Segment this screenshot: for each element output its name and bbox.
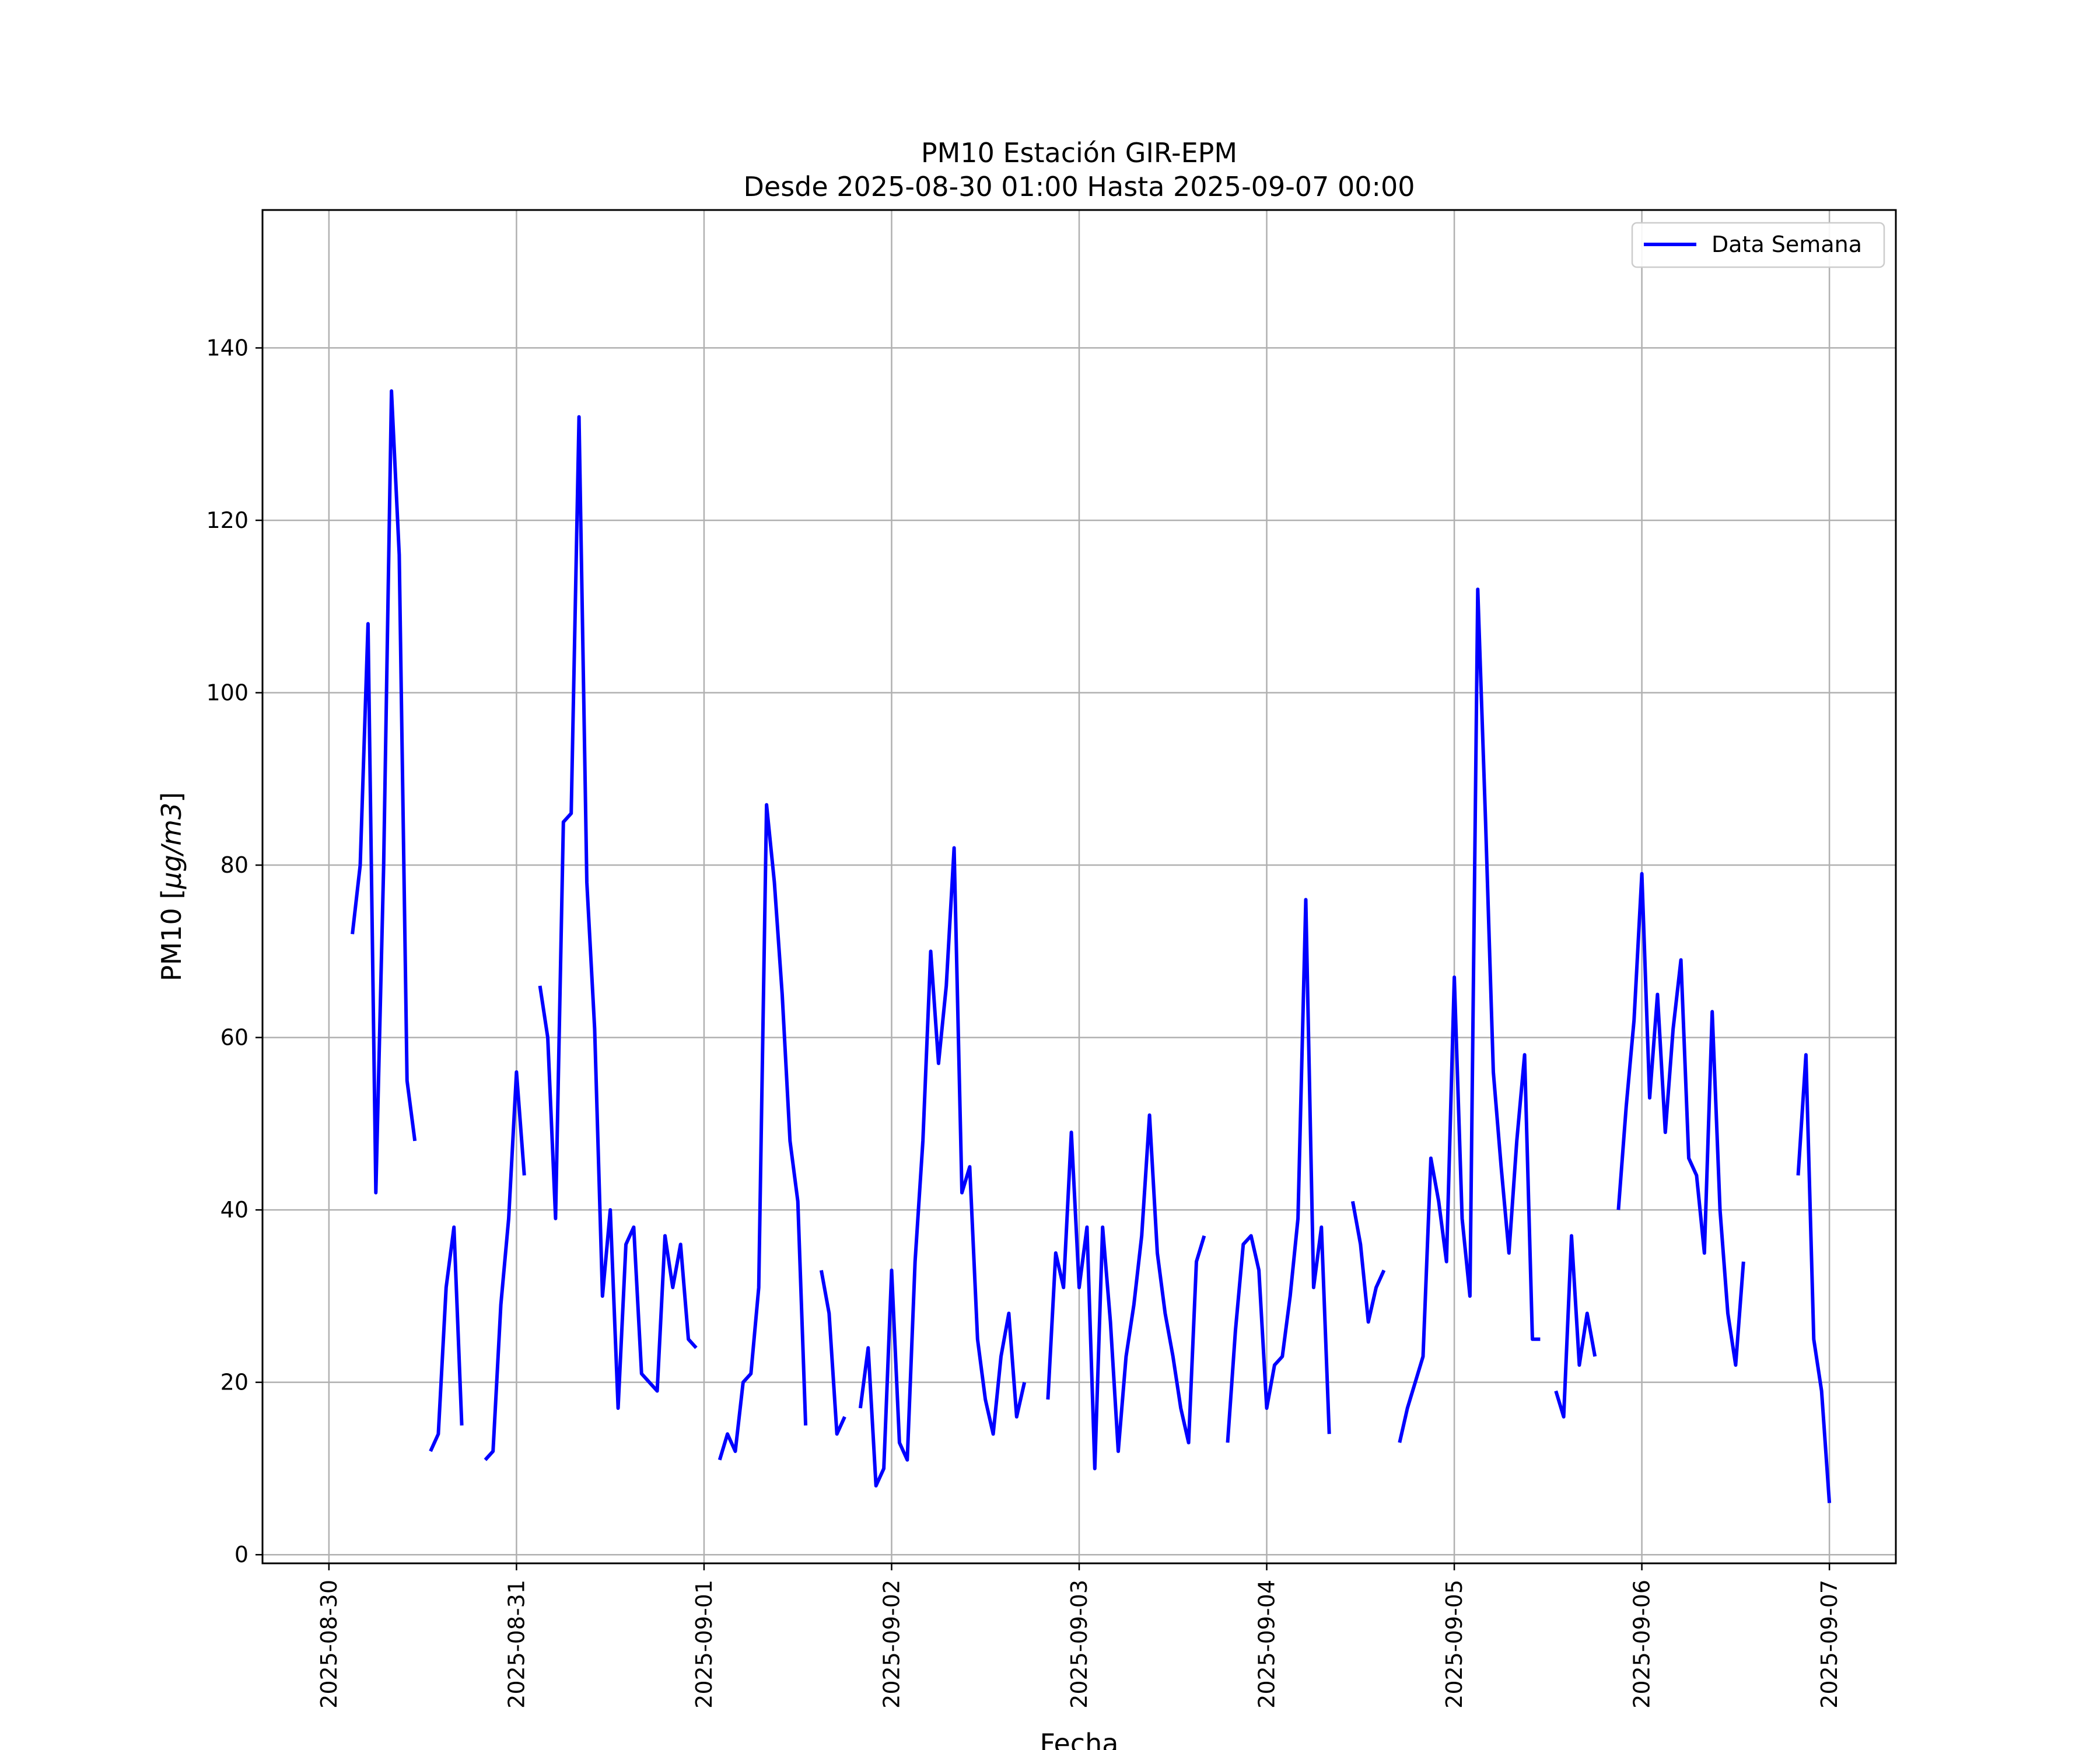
- legend: Data Semana: [1631, 222, 1885, 268]
- y-tick-label: 140: [206, 335, 249, 360]
- y-axis-label-suffix: ]: [156, 792, 187, 803]
- series-line-segment: [1554, 1234, 1597, 1419]
- series-line-segment: [819, 1270, 846, 1436]
- x-tick-label: 2025-09-04: [1254, 1580, 1280, 1709]
- x-tick-label: 2025-09-06: [1629, 1580, 1655, 1709]
- series-line-segment: [718, 803, 808, 1461]
- series-line-segment: [1398, 587, 1541, 1443]
- series-line-segment: [1350, 1200, 1386, 1324]
- y-axis-label-unit: μg/m3: [156, 803, 187, 890]
- x-tick-label: 2025-08-30: [316, 1580, 342, 1709]
- series-data-semana: [351, 389, 1832, 1503]
- x-tick-label: 2025-09-01: [691, 1580, 717, 1709]
- series-line-segment: [1046, 1113, 1206, 1471]
- series-line-segment: [858, 846, 1027, 1488]
- y-axis-label-prefix: PM10 [: [156, 889, 187, 982]
- series-line-segment: [484, 1070, 526, 1461]
- y-axis-ticks: 0 20 40 60 80 100 120 140: [206, 335, 262, 1567]
- series-line-segment: [429, 1225, 464, 1452]
- x-tick-label: 2025-09-02: [878, 1580, 904, 1709]
- y-tick-label: 0: [235, 1542, 249, 1567]
- x-tick-label: 2025-09-05: [1441, 1580, 1467, 1709]
- x-axis-label: Fecha: [1040, 1728, 1119, 1750]
- y-tick-label: 20: [220, 1370, 249, 1395]
- series-line-segment: [351, 389, 417, 1195]
- y-axis-label: PM10 [μg/m3]: [156, 792, 187, 982]
- legend-label: Data Semana: [1712, 232, 1862, 257]
- x-axis-ticks: 2025-08-30 2025-08-31 2025-09-01 2025-09-02…: [316, 1563, 1842, 1709]
- series-line-segment: [538, 415, 698, 1410]
- y-tick-label: 80: [220, 852, 249, 878]
- series-line-segment: [1616, 872, 1745, 1367]
- y-tick-label: 40: [220, 1197, 249, 1223]
- y-tick-label: 120: [206, 508, 249, 533]
- x-tick-label: 2025-09-07: [1817, 1580, 1842, 1709]
- legend-box: [1631, 222, 1885, 268]
- chart-subtitle: Desde 2025-08-30 01:00 Hasta 2025-09-07 …: [743, 171, 1415, 202]
- y-tick-label: 60: [220, 1025, 249, 1051]
- series-line-segment: [1226, 898, 1331, 1443]
- y-tick-label: 100: [206, 680, 249, 706]
- chart-title: PM10 Estación GIR-EPM: [921, 137, 1237, 169]
- x-tick-label: 2025-09-03: [1066, 1580, 1092, 1709]
- x-tick-label: 2025-08-31: [503, 1580, 529, 1709]
- series-line-segment: [1796, 1053, 1832, 1503]
